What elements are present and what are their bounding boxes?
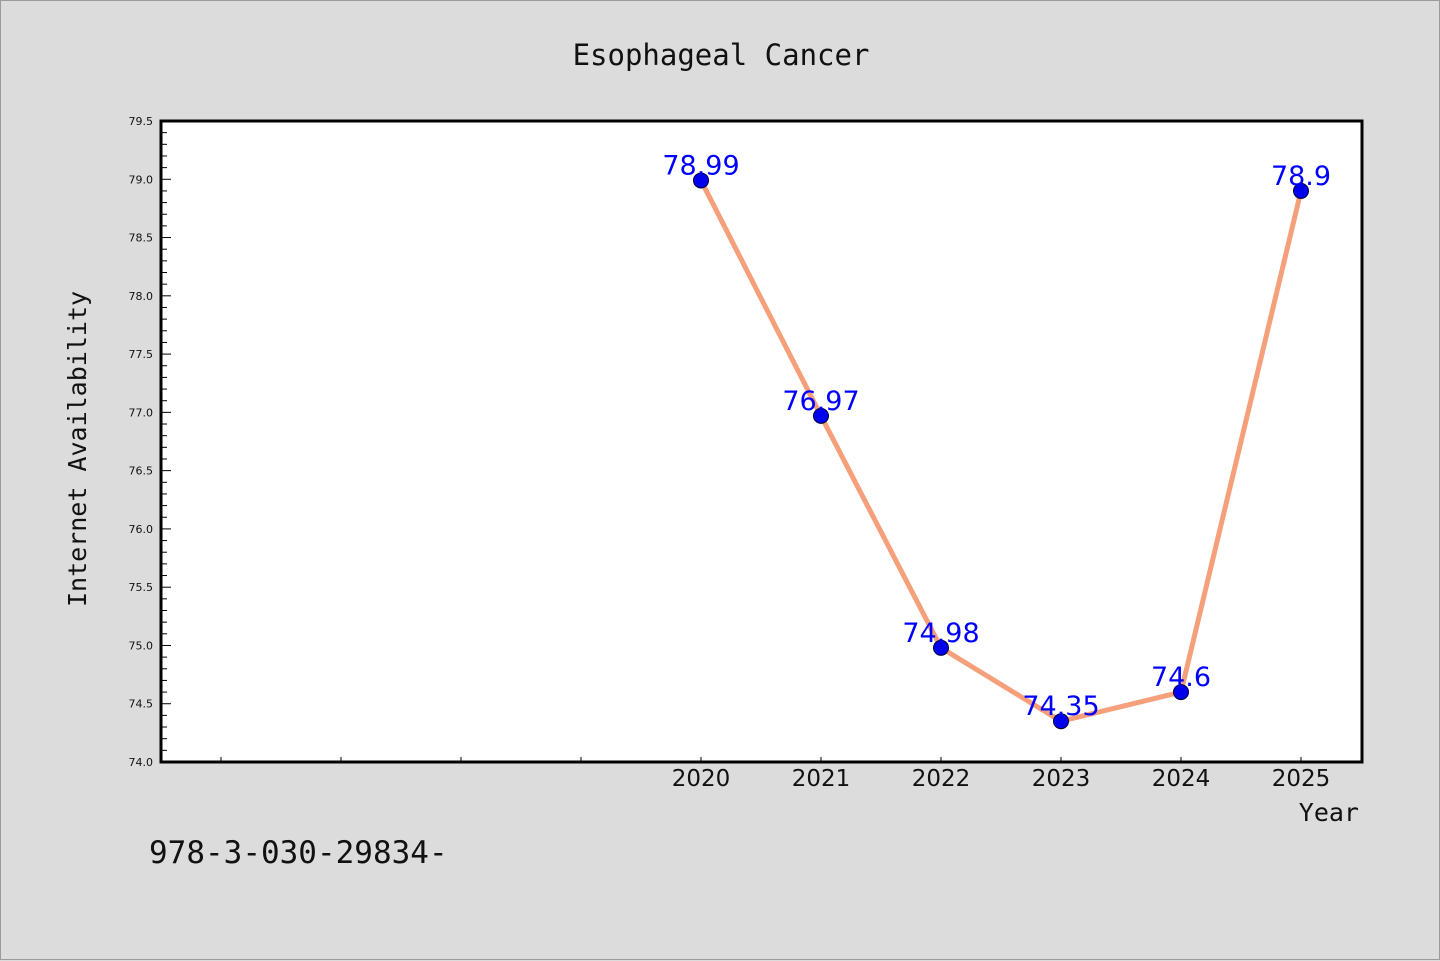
data-point — [1293, 182, 1309, 199]
x-tick-label: 2021 — [792, 766, 851, 792]
y-tick-label: 74.5 — [129, 698, 154, 711]
y-tick-label: 78.5 — [129, 232, 154, 245]
y-tick-label: 79.0 — [129, 173, 154, 186]
data-label: 78.99 — [662, 150, 739, 181]
x-tick-label: 2024 — [1152, 766, 1211, 792]
y-tick-label: 75.0 — [129, 639, 154, 652]
x-axis: 2020 2021 2022 2023 2024 2025 — [220, 757, 1331, 792]
data-point — [1173, 684, 1189, 701]
data-label: 74.6 — [1151, 662, 1211, 693]
y-tick-label: 79.5 — [129, 115, 154, 128]
y-tick-label: 75.5 — [129, 581, 154, 594]
series-line-path — [698, 179, 1304, 724]
data-labels: 78.99 76.97 74.98 74.35 74.6 78.9 — [662, 150, 1331, 722]
data-label: 76.97 — [782, 386, 859, 417]
data-label: 78.9 — [1271, 161, 1331, 192]
x-tick-label: 2025 — [1272, 766, 1331, 792]
chart-title: Esophageal Cancer — [573, 38, 870, 72]
x-axis-label: Year — [1299, 798, 1359, 827]
data-point — [693, 172, 709, 189]
x-tick-label: 2023 — [1032, 766, 1091, 792]
y-tick-label: 77.0 — [129, 406, 154, 419]
y-tick-label: 77.5 — [129, 348, 154, 361]
plot-area — [159, 119, 1364, 764]
x-tick-label: 2020 — [672, 766, 731, 792]
data-point — [933, 639, 949, 656]
series-markers — [693, 172, 1309, 730]
y-axis: 74.0 74.5 75.0 75.5 76.0 76.5 77.0 77.5 78.0 78.5… — [129, 115, 171, 769]
y-tick-label: 74.0 — [129, 756, 154, 769]
y-tick-label: 76.0 — [129, 523, 154, 536]
footer-code: 978-3-030-29834- — [149, 835, 448, 871]
y-axis-label: Internet Availability — [63, 291, 92, 607]
data-label: 74.35 — [1022, 691, 1099, 722]
data-point — [1053, 713, 1069, 730]
series-line — [698, 179, 1304, 724]
data-label: 74.98 — [902, 618, 979, 649]
x-tick-label: 2022 — [912, 766, 971, 792]
data-point — [813, 407, 829, 424]
y-tick-label: 78.0 — [129, 290, 154, 303]
y-tick-label: 76.5 — [129, 465, 154, 478]
